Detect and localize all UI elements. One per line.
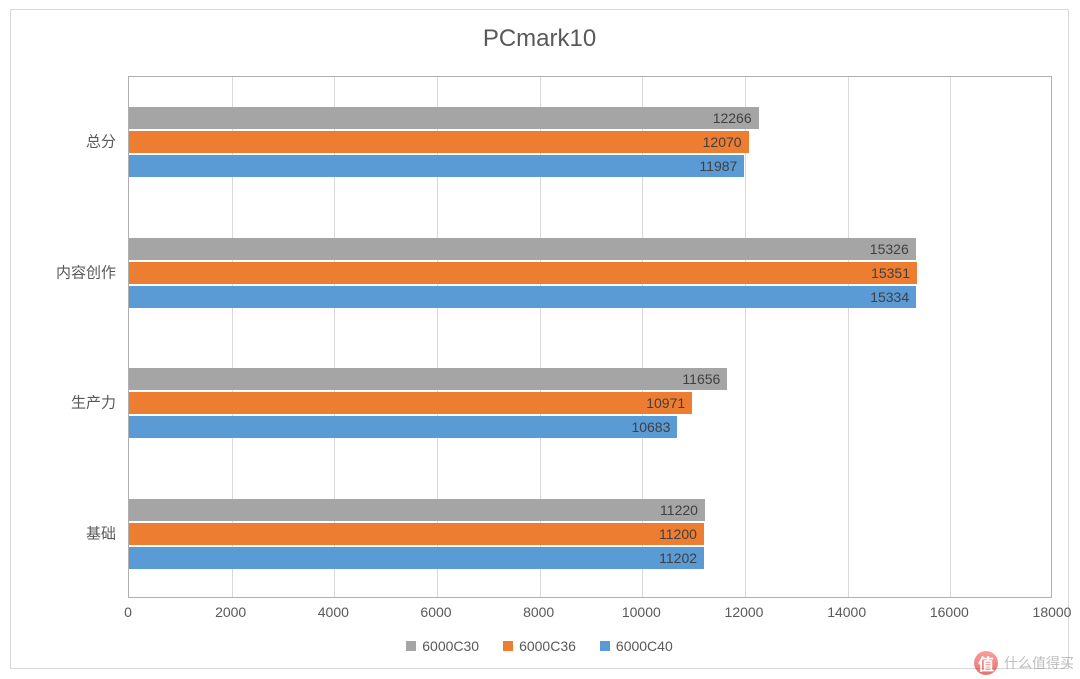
x-tick-label: 4000 <box>318 604 349 620</box>
gridline <box>950 77 951 597</box>
x-tick-label: 6000 <box>420 604 451 620</box>
bar-value-label: 15334 <box>129 286 914 308</box>
x-tick-label: 18000 <box>1033 604 1072 620</box>
gridline <box>745 77 746 597</box>
watermark-text: 什么值得买 <box>1004 653 1074 673</box>
bar-value-label: 12070 <box>129 131 747 153</box>
x-tick-label: 14000 <box>827 604 866 620</box>
category-label: 基础 <box>86 522 116 543</box>
watermark-icon: 值 <box>974 651 998 675</box>
x-tick-label: 2000 <box>215 604 246 620</box>
chart-title: PCmark10 <box>11 25 1068 53</box>
gridline <box>848 77 849 597</box>
x-tick-label: 10000 <box>622 604 661 620</box>
legend-label: 6000C30 <box>422 638 479 654</box>
chart-frame: PCmark10 1226612070119871532615351153341… <box>10 9 1069 669</box>
category-label: 内容创作 <box>56 261 116 282</box>
bar-value-label: 11656 <box>129 368 725 390</box>
bar-value-label: 11220 <box>129 499 703 521</box>
category-label: 总分 <box>86 131 116 152</box>
legend-swatch <box>406 641 416 651</box>
bar-value-label: 10971 <box>129 392 690 414</box>
watermark: 值 什么值得买 <box>974 651 1074 675</box>
bar-value-label: 11200 <box>129 523 702 545</box>
legend-swatch <box>503 641 513 651</box>
plot-area: 122661207011987 153261535115334 1165610971… <box>128 76 1052 598</box>
bar-value-label: 12266 <box>129 107 757 129</box>
legend-label: 6000C36 <box>519 638 576 654</box>
legend-item: 6000C30 <box>406 638 479 654</box>
x-tick-label: 0 <box>124 604 132 620</box>
bar-value-label: 11202 <box>129 547 702 569</box>
bar-value-label: 11987 <box>129 155 742 177</box>
x-tick-label: 8000 <box>523 604 554 620</box>
bar-value-label: 15351 <box>129 262 915 284</box>
bar-value-label: 10683 <box>129 416 675 438</box>
x-tick-label: 12000 <box>725 604 764 620</box>
legend-swatch <box>600 641 610 651</box>
legend-item: 6000C40 <box>600 638 673 654</box>
category-label: 生产力 <box>71 392 116 413</box>
legend: 6000C30 6000C36 6000C40 <box>11 638 1068 654</box>
x-tick-label: 16000 <box>930 604 969 620</box>
legend-label: 6000C40 <box>616 638 673 654</box>
legend-item: 6000C36 <box>503 638 576 654</box>
bar-value-label: 15326 <box>129 238 914 260</box>
